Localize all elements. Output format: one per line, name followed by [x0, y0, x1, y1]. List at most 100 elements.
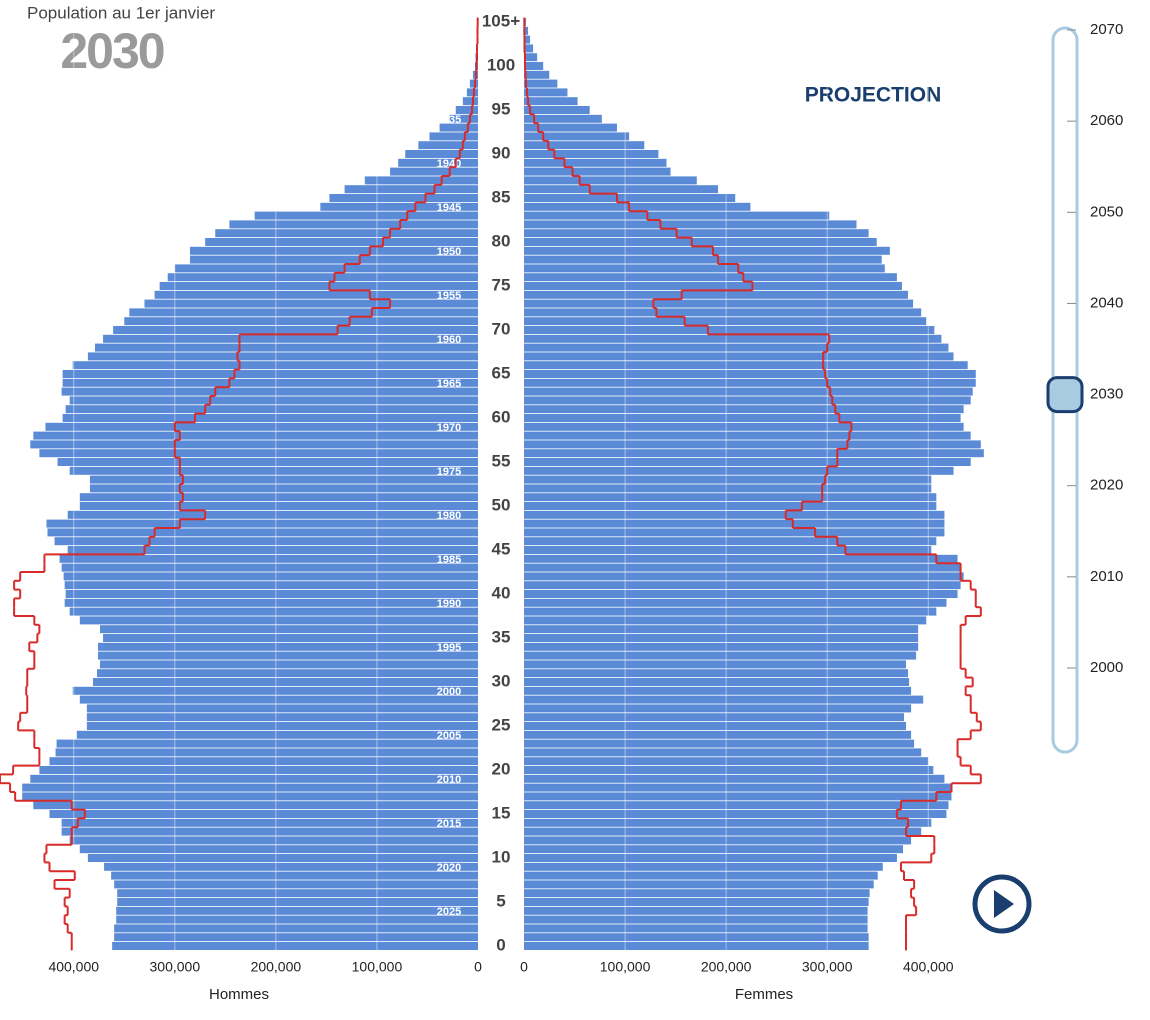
bar [524, 334, 942, 343]
bar [79, 493, 479, 502]
bar [524, 396, 971, 405]
age-label: 50 [492, 495, 511, 514]
bar [69, 396, 479, 405]
bar [524, 818, 932, 827]
bar [116, 915, 478, 924]
bar [524, 290, 909, 299]
bar [524, 554, 958, 563]
bar [524, 854, 897, 862]
bar [62, 370, 479, 378]
bar [98, 651, 478, 660]
bar [524, 211, 830, 220]
reference-outline [0, 17, 479, 951]
age-label: 105+ [482, 11, 520, 30]
bar [524, 35, 531, 44]
bar [524, 827, 922, 836]
projection-label: PROJECTION [805, 84, 942, 107]
birth-year-label: 2010 [437, 774, 461, 786]
bar [524, 176, 697, 185]
bar [86, 704, 478, 713]
bar [117, 898, 479, 906]
bar [174, 264, 478, 273]
bar [49, 757, 479, 766]
bar [524, 783, 952, 792]
bar [524, 308, 922, 317]
bar [524, 132, 630, 141]
bar [92, 678, 478, 686]
age-label: 70 [492, 319, 511, 338]
bar [114, 924, 478, 933]
bar [154, 290, 478, 299]
bar [524, 730, 912, 739]
bar [215, 229, 478, 238]
bar [111, 871, 478, 880]
bar [524, 343, 949, 352]
bar [524, 695, 924, 704]
birth-year-label: 1995 [437, 642, 461, 654]
bar [524, 405, 964, 414]
age-label: 100 [487, 55, 515, 74]
bar [189, 255, 478, 264]
bar [524, 449, 984, 458]
bar [524, 704, 912, 713]
bar [524, 906, 868, 915]
bar [524, 915, 868, 924]
bar [47, 528, 479, 537]
bar [86, 713, 478, 722]
birth-year-label: 1980 [437, 510, 461, 522]
slider-tick-label: 2040 [1090, 294, 1123, 311]
slider-tick-label: 2000 [1090, 659, 1123, 676]
bar [30, 774, 479, 783]
bar [79, 616, 479, 625]
bar [524, 88, 568, 97]
play-button[interactable] [972, 874, 1032, 934]
bar [524, 598, 947, 607]
slider-handle[interactable] [1046, 376, 1084, 414]
birth-year-label: 1985 [437, 554, 461, 566]
birth-year-label: 2015 [437, 818, 461, 830]
bar [30, 440, 479, 449]
bar [524, 97, 578, 106]
bar [418, 141, 478, 150]
bar [49, 810, 479, 818]
birth-year-label: 1970 [437, 422, 461, 434]
x-tick-label: 400,000 [903, 959, 954, 975]
birth-year-label: 1950 [437, 246, 461, 258]
bar [524, 246, 890, 255]
bar [524, 202, 751, 211]
birth-year-label: 1990 [437, 598, 461, 610]
bar [524, 484, 932, 493]
birth-year-label: 1945 [437, 202, 461, 214]
bar [159, 282, 479, 290]
bar [116, 906, 478, 915]
bar [54, 537, 479, 546]
bar [65, 405, 478, 414]
bar [114, 880, 478, 889]
bar [59, 554, 479, 563]
age-label: 80 [492, 231, 511, 250]
bar [69, 466, 479, 475]
play-icon[interactable] [994, 890, 1014, 918]
bar [22, 792, 479, 801]
bar [524, 158, 667, 167]
bar [524, 440, 981, 449]
age-label: 40 [492, 583, 511, 602]
bar [69, 607, 479, 616]
bar [524, 150, 659, 158]
bar [189, 246, 478, 255]
bar [96, 669, 478, 678]
age-label: 65 [492, 363, 511, 382]
bar [524, 299, 914, 308]
bar [62, 414, 479, 422]
bar [524, 616, 927, 625]
bar [524, 185, 719, 194]
bar [33, 801, 478, 810]
x-tick-label: 300,000 [802, 959, 853, 975]
birth-year-label: 1960 [437, 334, 461, 346]
bar [524, 273, 897, 282]
bar [466, 88, 478, 97]
x-tick-label: 200,000 [251, 959, 302, 975]
bar [63, 572, 478, 581]
slider-tick-label: 2070 [1090, 21, 1123, 38]
bar [524, 167, 671, 176]
